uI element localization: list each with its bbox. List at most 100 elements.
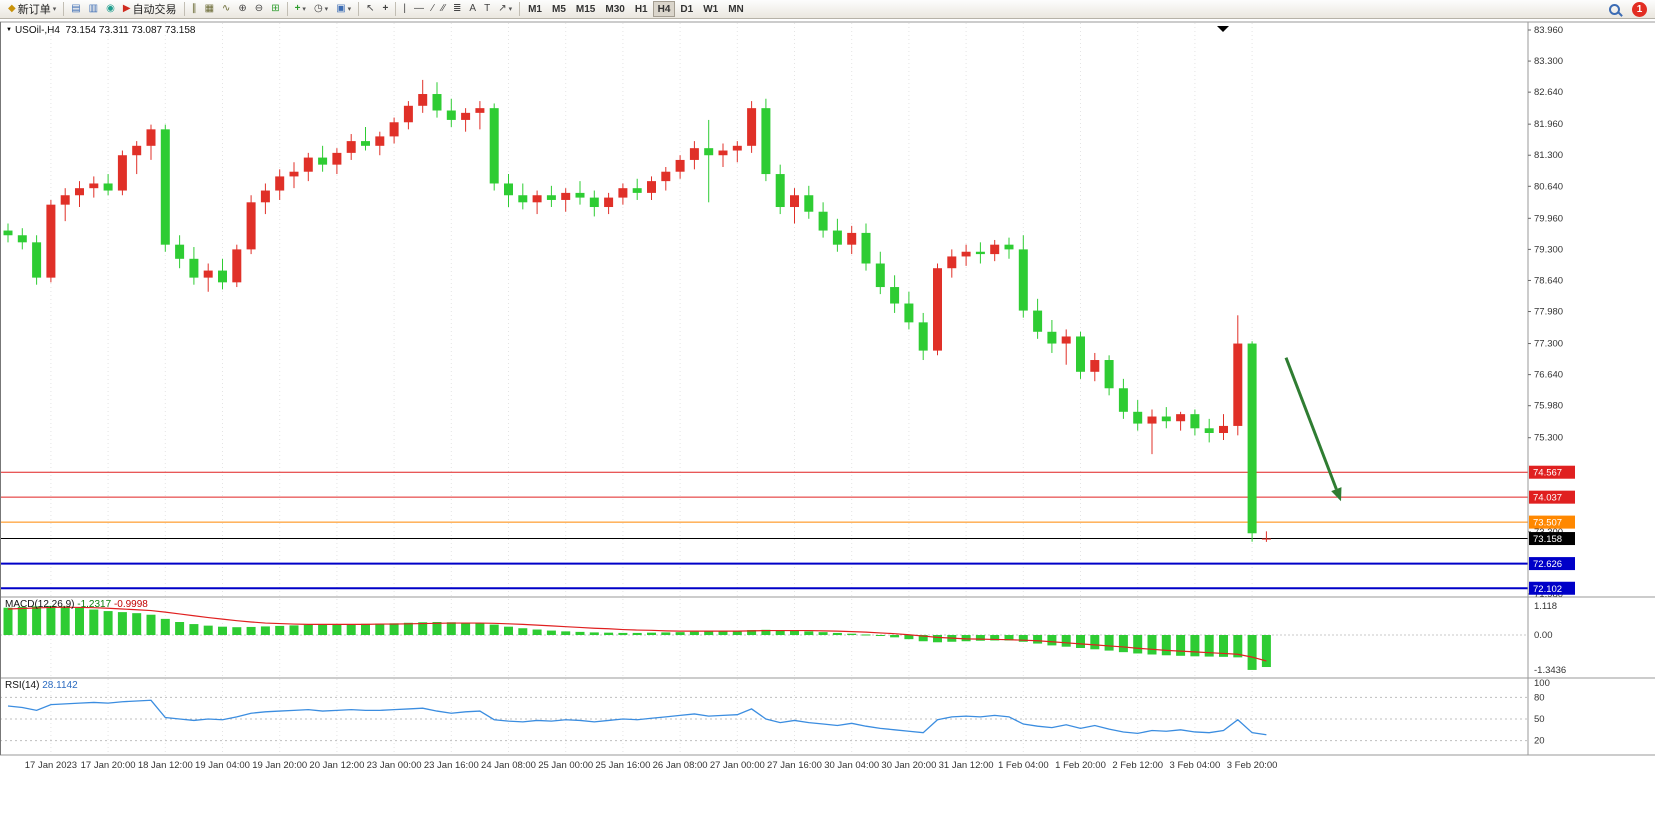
price-tag-label: 73.507	[1533, 518, 1562, 529]
candle-body	[403, 105, 413, 123]
candle-chart-button[interactable]: ▦	[201, 1, 218, 17]
price-chart-canvas[interactable]: 83.960 83.300 82.640 81.960 81.300 80.640 79.9…	[0, 19, 1655, 822]
macd-histogram-bar	[1018, 635, 1028, 642]
candle-body	[375, 136, 385, 146]
price-tick-label: 78.640	[1534, 275, 1563, 286]
candle-body	[1047, 331, 1057, 344]
time-axis[interactable]: 17 Jan 2023 17 Jan 20:00 18 Jan 12:00 19 Ja…	[25, 760, 1278, 771]
macd-histogram-bar	[604, 632, 614, 635]
candle-body	[175, 244, 185, 259]
zoom-in-button[interactable]: ⊕	[234, 1, 250, 17]
notification-badge[interactable]: 1	[1632, 1, 1647, 17]
macd-histogram-bar	[389, 623, 399, 635]
trendline-button[interactable]: ∕	[428, 1, 438, 17]
time-tick-label: 17 Jan 20:00	[81, 760, 136, 771]
timeframe-m1-button[interactable]: M1	[523, 1, 547, 17]
timeframe-w1-button[interactable]: W1	[698, 1, 723, 17]
timeframe-m30-button[interactable]: M30	[600, 1, 629, 17]
timeframe-m15-button[interactable]: M15	[571, 1, 600, 17]
candle-body	[904, 303, 914, 323]
search-button[interactable]	[1605, 1, 1624, 17]
candle-body	[361, 141, 370, 146]
new-chart-icon: ▤	[71, 3, 81, 14]
rsi-tick-label: 50	[1534, 714, 1545, 725]
bar-chart-button[interactable]: ∥	[188, 1, 201, 17]
templates-button[interactable]: ▣ ▾	[332, 1, 355, 17]
timeframe-m5-button[interactable]: M5	[547, 1, 571, 17]
macd-histogram-bar	[303, 624, 313, 635]
timeframe-h4-button[interactable]: H4	[652, 1, 676, 17]
candle-body	[1104, 360, 1114, 389]
macd-histogram-bar	[60, 606, 70, 635]
macd-name: MACD(12,26,9)	[5, 599, 75, 610]
macd-histogram-bar	[1147, 635, 1157, 655]
arrows-tool-icon: ↗	[498, 3, 507, 14]
new-chart-button[interactable]: ▤	[67, 1, 84, 17]
candle-body	[918, 322, 928, 351]
line-chart-button[interactable]: ∿	[218, 1, 234, 17]
time-tick-label: 3 Feb 04:00	[1170, 760, 1221, 771]
macd-histogram-bar	[75, 607, 84, 635]
zoom-out-button[interactable]: ⊖	[251, 1, 267, 17]
market-watch-button[interactable]: ◉	[102, 1, 119, 17]
autotrading-button[interactable]: ▶ 自动交易	[119, 1, 181, 17]
crosshair-button[interactable]: +	[379, 1, 393, 17]
macd-histogram-bar	[790, 630, 799, 635]
candle-body	[818, 211, 828, 231]
candle-body	[732, 145, 742, 151]
panel-separators[interactable]	[0, 21, 1655, 756]
cursor-button[interactable]: ↖	[362, 1, 378, 17]
timeframe-mn-button[interactable]: MN	[723, 1, 749, 17]
macd-histogram-bar	[904, 635, 914, 640]
macd-histogram-bar	[46, 605, 56, 635]
macd-histogram-bar	[689, 631, 699, 635]
rsi-name: RSI(14)	[5, 680, 40, 691]
candle-body	[718, 150, 728, 156]
new-order-button[interactable]: ◆ 新订单 ▾	[4, 1, 60, 17]
candle-body	[604, 197, 614, 208]
text-button[interactable]: A	[465, 1, 480, 17]
candle-body	[1261, 538, 1271, 540]
trend-arrow-annotation[interactable]	[1284, 357, 1342, 502]
candle-body	[775, 174, 785, 208]
arrows-tool-button[interactable]: ↗ ▾	[494, 1, 516, 17]
candle-body	[275, 176, 285, 191]
price-tick-label: 76.640	[1534, 370, 1563, 381]
candle-body	[761, 108, 771, 175]
macd-histogram-bar	[346, 624, 356, 635]
price-scale[interactable]: 83.960 83.300 82.640 81.960 81.300 80.640 79.9…	[1528, 25, 1566, 747]
candle-body	[1147, 416, 1157, 424]
macd-signal-line	[7, 606, 1267, 662]
macd-histogram-bar	[89, 609, 99, 635]
macd-histogram-bar	[875, 635, 885, 636]
candle-body	[589, 197, 599, 208]
channel-button[interactable]: ∕∕	[438, 1, 449, 17]
macd-histogram-bar	[890, 635, 900, 638]
candle-body	[1076, 336, 1085, 372]
profiles-button[interactable]: ▥	[85, 1, 102, 17]
candle-body	[132, 145, 142, 156]
candle-body	[189, 258, 199, 278]
chart-window[interactable]: 83.960 83.300 82.640 81.960 81.300 80.640 79.9…	[0, 19, 1655, 822]
periods-button[interactable]: ◷ ▾	[310, 1, 332, 17]
indicators-button[interactable]: + ▾	[291, 1, 310, 17]
macd-histogram-bar	[975, 635, 985, 641]
autoscroll-marker-icon[interactable]	[1217, 26, 1229, 32]
macd-histogram-bar	[361, 623, 370, 635]
macd-tick-label: -1.3436	[1534, 665, 1566, 676]
new-order-icon: ◆	[8, 3, 16, 14]
macd-histogram-bar	[675, 632, 685, 635]
macd-histogram-bar	[546, 630, 556, 635]
fibonacci-button[interactable]: ≣	[449, 1, 465, 17]
vertical-line-button[interactable]: |	[399, 1, 410, 17]
timeframe-d1-button[interactable]: D1	[675, 1, 698, 17]
toolbar-separator	[358, 2, 360, 16]
horizontal-line-button[interactable]: —	[410, 1, 428, 17]
timeframe-h1-button[interactable]: H1	[630, 1, 653, 17]
macd-histogram-bar	[1161, 635, 1171, 656]
text-label-button[interactable]: T	[480, 1, 494, 17]
tile-windows-button[interactable]: ⊞	[267, 1, 283, 17]
candle-body	[875, 263, 885, 288]
candle-body	[804, 195, 814, 212]
candle-body	[933, 268, 942, 351]
